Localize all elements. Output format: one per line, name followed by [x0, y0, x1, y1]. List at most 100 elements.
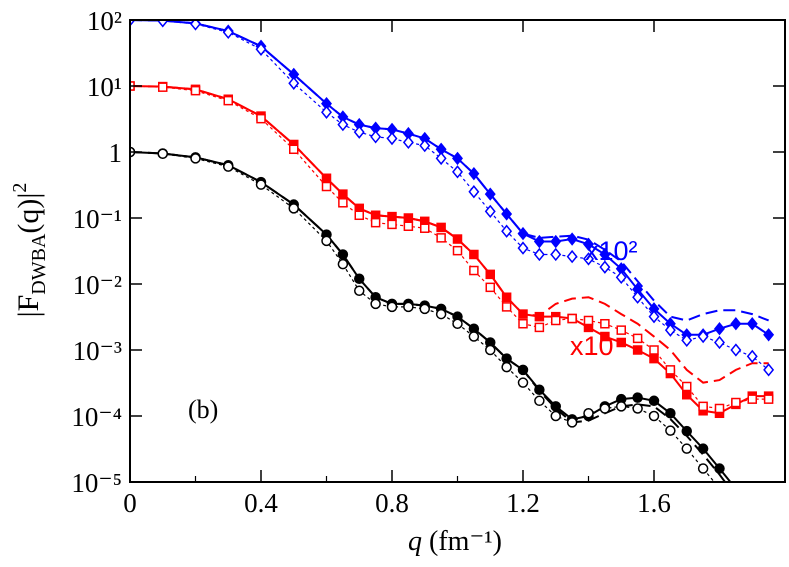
marker	[403, 301, 414, 313]
marker	[714, 335, 725, 350]
marker	[665, 425, 676, 436]
marker	[715, 484, 724, 493]
marker	[599, 260, 611, 274]
marker	[550, 410, 561, 422]
marker	[648, 395, 660, 407]
marker	[600, 331, 610, 342]
marker	[337, 258, 349, 270]
marker	[501, 361, 512, 373]
series-line	[130, 151, 727, 482]
marker	[255, 179, 267, 190]
marker	[190, 85, 201, 96]
x-tick-label: 1.6	[637, 488, 671, 518]
y-sub: DWBA	[28, 233, 50, 295]
marker	[452, 318, 463, 329]
marker	[648, 309, 660, 324]
series-line	[130, 85, 769, 415]
marker	[697, 463, 709, 474]
marker	[485, 282, 495, 293]
marker	[583, 237, 594, 251]
marker	[337, 117, 349, 132]
marker	[534, 395, 545, 407]
marker	[288, 203, 299, 214]
marker	[746, 317, 758, 331]
series-line	[130, 85, 769, 384]
marker	[190, 153, 201, 164]
marker	[501, 302, 512, 312]
marker	[469, 265, 479, 276]
marker	[419, 138, 431, 153]
marker	[402, 135, 414, 150]
marker	[223, 95, 233, 106]
marker	[583, 408, 594, 419]
marker	[763, 328, 775, 342]
marker	[517, 241, 529, 255]
marker	[550, 247, 562, 262]
annotation: x10²	[585, 236, 638, 266]
marker	[681, 333, 693, 348]
marker	[681, 443, 692, 454]
marker	[190, 20, 201, 31]
y-tick-label: 10⁻²	[73, 270, 122, 300]
marker	[321, 105, 332, 119]
marker	[550, 401, 561, 412]
marker	[436, 222, 446, 233]
y-tick-label: 10⁻⁵	[71, 468, 122, 498]
marker	[632, 333, 643, 344]
marker	[157, 148, 168, 160]
marker	[436, 233, 446, 243]
marker	[616, 325, 626, 335]
marker	[130, 20, 136, 27]
x-var: q	[408, 526, 422, 557]
x-tick-label: 1.2	[506, 488, 540, 518]
marker	[338, 198, 348, 208]
y-axis-label: |FDWBA(q)|2	[9, 183, 50, 318]
marker	[731, 484, 740, 493]
marker	[698, 401, 708, 412]
marker	[534, 322, 545, 333]
marker	[730, 343, 742, 357]
marker	[599, 403, 611, 414]
marker	[485, 344, 496, 356]
series-line	[130, 20, 770, 336]
marker	[681, 425, 692, 437]
marker	[567, 313, 577, 324]
plot-area	[130, 20, 775, 493]
marker	[731, 397, 741, 408]
marker	[321, 181, 332, 192]
marker	[632, 392, 643, 403]
marker	[665, 365, 676, 375]
marker	[664, 323, 676, 337]
marker	[616, 401, 627, 412]
y-tick-label: 10⁻⁴	[71, 402, 122, 432]
marker	[649, 345, 659, 355]
x-tick-label: 0.8	[375, 488, 409, 518]
x-unit: (fm⁻¹)	[429, 526, 502, 557]
marker	[682, 381, 692, 392]
marker	[289, 144, 299, 155]
marker	[648, 410, 660, 422]
marker	[714, 403, 725, 414]
marker	[763, 394, 774, 404]
marker	[452, 245, 463, 256]
marker	[714, 322, 725, 336]
marker	[551, 315, 561, 326]
marker	[697, 329, 709, 344]
marker	[484, 204, 496, 219]
y-tick-label: 10⁻¹	[73, 204, 122, 234]
marker	[533, 234, 545, 249]
marker	[746, 349, 758, 364]
marker	[452, 165, 463, 179]
marker	[518, 318, 528, 329]
marker	[256, 113, 266, 124]
y-main: |F	[12, 295, 45, 318]
marker	[370, 130, 382, 144]
marker	[566, 417, 578, 428]
x-tick-label: 0.4	[244, 488, 278, 518]
marker	[615, 270, 627, 285]
annotation: x10	[570, 331, 614, 361]
marker	[386, 131, 398, 146]
series-line	[130, 85, 769, 410]
y-tick-label: 10⁻³	[73, 336, 122, 366]
